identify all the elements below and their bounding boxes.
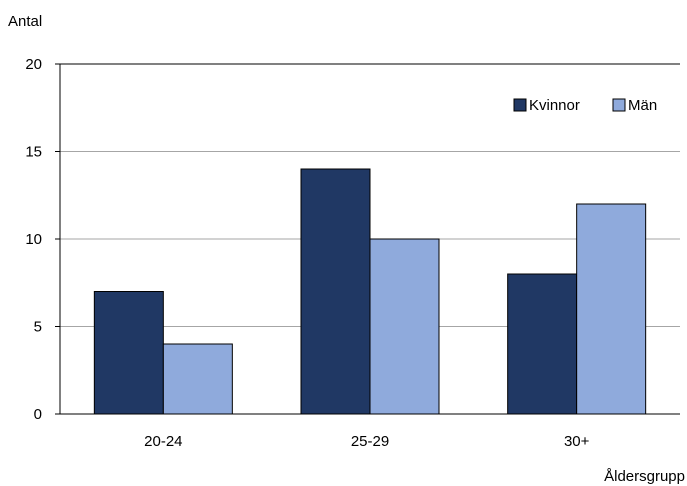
legend-label-män: Män (628, 97, 657, 114)
x-tick-label-25-29: 25-29 (351, 433, 389, 450)
legend: Kvinnor Män (513, 97, 657, 114)
x-tick-label-20-24: 20-24 (144, 433, 182, 450)
y-axis-title: Antal (8, 13, 42, 30)
bars (93, 168, 647, 415)
bar-kvinnor-20-24 (93, 291, 164, 415)
y-tick-label-20: 20 (25, 56, 42, 73)
x-tick-labels: 20-24 25-29 30+ (144, 433, 589, 450)
y-tick-labels: 0 5 10 15 20 (25, 56, 42, 423)
bar-män-25-29 (369, 238, 440, 415)
bar-kvinnor-25-29 (300, 168, 371, 415)
bar-män-20-24 (162, 343, 233, 415)
x-axis-title: Åldersgrupp (604, 468, 685, 485)
bar-kvinnor-30+ (507, 273, 578, 415)
legend-label-kvinnor: Kvinnor (529, 97, 580, 114)
legend-swatch-män (612, 98, 626, 112)
y-tick-label-10: 10 (25, 231, 42, 248)
y-tick-label-0: 0 (34, 406, 42, 423)
bar-män-30+ (576, 203, 647, 415)
x-tick-label-30+: 30+ (564, 433, 590, 450)
legend-swatch-kvinnor (513, 98, 527, 112)
y-tick-label-5: 5 (34, 319, 42, 336)
plot-frame (55, 63, 680, 415)
y-tick-label-15: 15 (25, 144, 42, 161)
